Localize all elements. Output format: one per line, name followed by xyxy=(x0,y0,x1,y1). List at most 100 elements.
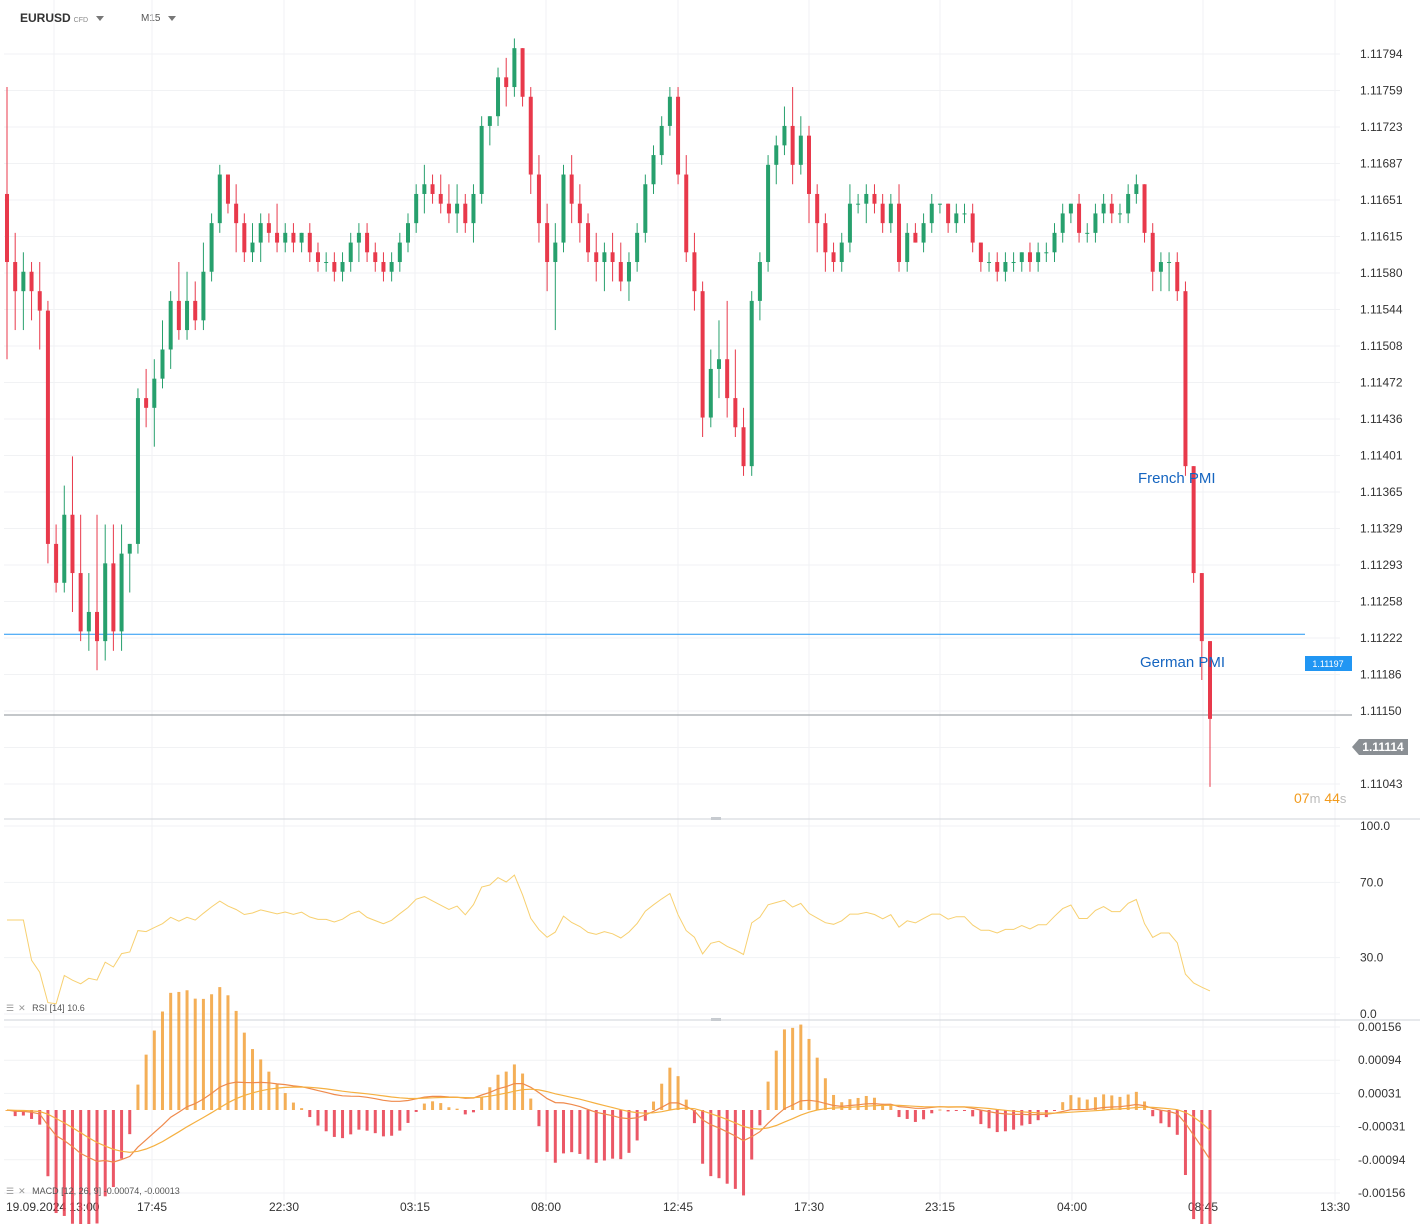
candle-body xyxy=(856,203,861,205)
candle-body xyxy=(545,223,550,263)
macd-histogram-bar xyxy=(30,1110,34,1119)
timeframe-selector[interactable]: M15 xyxy=(141,13,177,24)
candle-body xyxy=(135,398,140,544)
macd-histogram-bar xyxy=(995,1110,999,1133)
price-tick-label: 1.11258 xyxy=(1360,595,1403,609)
symbol-selector[interactable]: EURUSD CFD xyxy=(20,11,105,25)
countdown-seconds-unit: s xyxy=(1339,791,1347,806)
macd-histogram-bar xyxy=(701,1110,705,1164)
rsi-name: RSI xyxy=(32,1003,48,1013)
candle-body xyxy=(144,398,149,408)
macd-value-1: -0.00074, xyxy=(103,1186,142,1196)
candle-body xyxy=(332,262,337,272)
candle-body xyxy=(1077,203,1082,233)
candle-body xyxy=(1167,262,1172,264)
rsi-indicator-label[interactable]: ☰ ✕ RSI [14] 10.6 xyxy=(6,1003,85,1014)
time-tick-label: 13:30 xyxy=(1320,1200,1350,1214)
candle-body xyxy=(152,378,157,408)
macd-histogram-bar xyxy=(971,1110,975,1117)
candle-body xyxy=(299,232,304,243)
macd-histogram-bar xyxy=(1126,1094,1130,1110)
macd-histogram-bar xyxy=(13,1110,17,1117)
candle-body xyxy=(1142,184,1147,233)
candle-countdown: 07m 44s xyxy=(1294,790,1346,806)
candle-body xyxy=(610,252,615,263)
macd-histogram-bar xyxy=(832,1094,836,1110)
candle-body xyxy=(815,193,820,224)
candle-body xyxy=(406,223,410,243)
macd-histogram-bar xyxy=(807,1038,811,1110)
candle-body xyxy=(504,77,509,88)
price-overlay: French PMI German PMI 1.11197 1.11114 xyxy=(1138,470,1408,755)
price-tick-label: 1.11043 xyxy=(1360,777,1403,791)
macd-histogram-bar xyxy=(602,1110,606,1161)
macd-histogram-bar xyxy=(210,994,214,1110)
candle-body xyxy=(37,291,42,311)
macd-histogram-bar xyxy=(799,1024,803,1110)
close-icon[interactable]: ✕ xyxy=(18,1186,26,1196)
candle-body xyxy=(1134,184,1139,194)
chevron-down-icon xyxy=(96,16,105,22)
macd-histogram-bar xyxy=(938,1109,942,1111)
candle-body xyxy=(1093,213,1098,233)
macd-histogram-bar xyxy=(70,1110,74,1224)
macd-histogram-bar xyxy=(1151,1110,1155,1117)
candle-body xyxy=(487,116,492,126)
price-tick-label: 1.11687 xyxy=(1360,157,1403,171)
macd-histogram-bar xyxy=(922,1110,926,1120)
macd-histogram-bar xyxy=(431,1101,435,1110)
macd-histogram-bar xyxy=(1028,1110,1032,1125)
symbol-type: CFD xyxy=(73,17,89,24)
macd-histogram-bar xyxy=(521,1073,525,1110)
macd-histogram-bar xyxy=(455,1108,459,1110)
candle-body xyxy=(266,223,271,233)
close-icon[interactable]: ✕ xyxy=(18,1003,26,1013)
macd-histogram-bar xyxy=(1069,1095,1073,1110)
macd-signal-line xyxy=(6,1086,1211,1153)
price-tick-label: 1.11759 xyxy=(1360,84,1403,98)
macd-histogram-bar xyxy=(414,1110,418,1112)
candle-body xyxy=(307,232,312,253)
macd-histogram-bar xyxy=(447,1107,451,1110)
candle-body xyxy=(905,232,910,263)
candle-body xyxy=(536,174,541,224)
candle-body xyxy=(807,135,811,194)
macd-histogram-bar xyxy=(283,1093,287,1110)
candle-body xyxy=(1003,262,1008,272)
candle-body xyxy=(586,223,591,253)
macd-histogram-bar xyxy=(160,1011,164,1110)
macd-histogram-bar xyxy=(627,1110,631,1153)
macd-indicator-label[interactable]: ☰ ✕ MACD [12, 26, 9] -0.00074, -0.00013 xyxy=(6,1186,180,1197)
candle-body xyxy=(561,174,566,243)
settings-icon[interactable]: ☰ xyxy=(6,1003,15,1013)
candle-body xyxy=(978,242,983,263)
macd-histogram-bar xyxy=(504,1071,508,1110)
candle-body xyxy=(667,96,672,126)
candle-body xyxy=(1011,262,1016,264)
candle-body xyxy=(520,48,525,97)
countdown-minutes: 07 xyxy=(1294,790,1310,806)
chevron-down-icon xyxy=(168,15,177,21)
macd-histogram-bar xyxy=(750,1110,754,1160)
macd-histogram-bar xyxy=(652,1101,656,1110)
candle-body xyxy=(987,262,992,264)
candle-body xyxy=(13,262,18,292)
macd-histogram-bar xyxy=(545,1110,549,1152)
candle-body xyxy=(1052,232,1057,253)
candle-body xyxy=(438,193,443,204)
candle-body xyxy=(790,125,795,165)
candle-body xyxy=(1126,193,1131,214)
macd-histogram-bar xyxy=(594,1110,598,1163)
settings-icon[interactable]: ☰ xyxy=(6,1186,15,1196)
macd-histogram-bar xyxy=(946,1110,950,1112)
macd-histogram-bar xyxy=(561,1110,565,1154)
price-tick-label: 1.11472 xyxy=(1360,376,1403,390)
macd-histogram-bar xyxy=(406,1110,410,1123)
macd-histogram-bar xyxy=(471,1110,475,1113)
macd-histogram-bar xyxy=(226,995,230,1110)
macd-histogram-bar xyxy=(144,1054,148,1110)
macd-name: MACD xyxy=(32,1186,59,1196)
macd-histogram-bar xyxy=(291,1102,295,1110)
macd-histogram-bar xyxy=(987,1110,991,1129)
